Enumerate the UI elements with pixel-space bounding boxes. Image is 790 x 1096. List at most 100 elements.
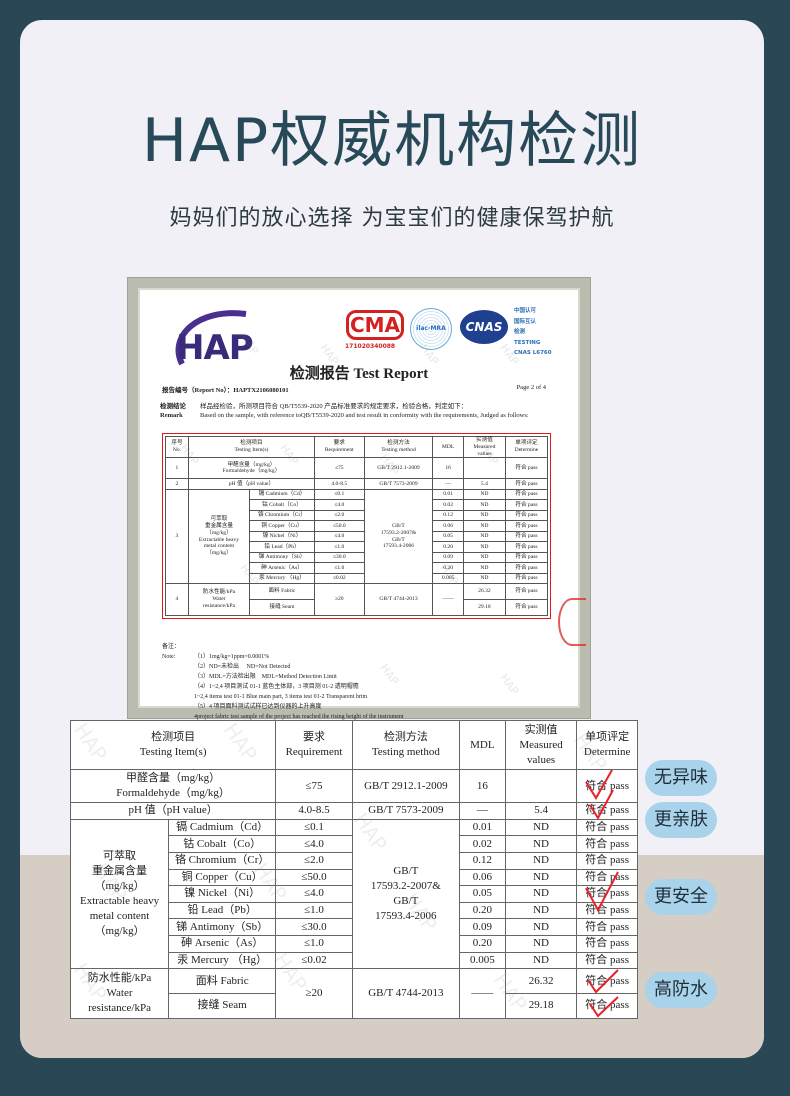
requirement-cell: ≤30.0	[275, 918, 353, 936]
requirement-cell: ≤2.0	[313, 509, 365, 522]
group-cell: 可萃取 重金属含量 （mg/kg） Extractable heavy meta…	[69, 818, 170, 970]
item-cell: 铬 Chromium（Cr）	[249, 509, 315, 522]
item-cell: 甲醛含量（mg/kg） Formaldehyde（mg/kg）	[69, 768, 277, 804]
certificate-results-table: 序号 No. 检测项目 Testing Item(s) 要求 Requirement…	[162, 433, 551, 619]
determine-cell: 符合 pass	[504, 457, 549, 480]
determine-cell: 符合 pass	[504, 520, 549, 532]
requirement-cell: ≤4.0	[313, 499, 365, 511]
determine-cell: 符合 pass	[504, 530, 549, 543]
page-number: Page 2 of 4	[516, 384, 546, 391]
method-cell: GB/T 7573-2009	[363, 478, 434, 490]
requirement-cell: ≤1.0	[275, 901, 353, 920]
item-cell: 铜 Copper（Cu）	[168, 868, 277, 887]
determine-cell: 符合 pass	[504, 488, 549, 501]
item-cell: 铜 Copper（Cu）	[249, 520, 315, 532]
table-row: 镍 Nickel（Ni） ≤4.0 0.05 ND 符合 pass	[71, 885, 638, 903]
measured-cell: ND	[462, 488, 506, 501]
header-item: 检测项目 Testing Item(s)	[187, 435, 315, 459]
mdl-cell: 0.12	[458, 851, 506, 870]
measured-cell: 26.32	[462, 583, 506, 601]
measured-cell: 29.18	[504, 993, 578, 1019]
item-cell: 镍 Nickel（Ni）	[168, 885, 277, 903]
measured-cell	[504, 768, 578, 804]
remark: 检测结论 样品经检验，所测项目符合 QB/T5539-2020 产品标准要求的规定…	[160, 403, 529, 419]
determine-cell: 符合 pass	[504, 551, 549, 564]
determine-cell: 符合 pass	[576, 934, 638, 953]
table-row: 钴 Cobalt（Co） ≤4.0 0.02 ND 符合 pass	[166, 499, 549, 511]
method-cell: GB/T 17593.2-2007& GB/T 17593.4-2006	[363, 488, 434, 585]
page-title: HAP权威机构检测	[141, 106, 643, 176]
report-title: 检测报告 Test Report	[289, 366, 429, 382]
requirement-cell: ≥20	[275, 968, 353, 1019]
item-cell: 钴 Cobalt（Co）	[249, 499, 315, 511]
requirement-cell: 4.0-8.5	[313, 478, 365, 490]
determine-cell: 符合 pass	[576, 968, 638, 995]
determine-cell: 符合 pass	[576, 885, 638, 903]
determine-cell: 符合 pass	[504, 572, 549, 585]
requirement-cell: ≤0.1	[275, 818, 353, 837]
table-header-row: 序号 No. 检测项目 Testing Item(s) 要求 Requirement…	[165, 435, 549, 459]
badge-odorless: 无异味	[645, 760, 717, 796]
mdl-cell: —	[458, 802, 506, 820]
group-cell: 可萃取 重金属含量 （mg/kg） Extractable heavy meta…	[187, 488, 251, 585]
determine-cell: 符合 pass	[504, 583, 549, 601]
badge-waterproof: 高防水	[645, 972, 717, 1008]
item-cell: 接缝 Seam	[249, 599, 315, 616]
row-no: 3	[165, 488, 189, 585]
measured-cell: ND	[462, 572, 506, 585]
requirement-cell: ≤75	[313, 457, 365, 480]
row-no: 2	[165, 478, 189, 490]
mdl-cell: 0.02	[432, 499, 464, 511]
item-cell: 铅 Lead（Pb）	[168, 901, 277, 920]
mdl-cell: 0.01	[458, 818, 506, 837]
item-cell: 镉 Cadmium（Cd）	[249, 488, 315, 501]
measured-cell: ND	[504, 951, 578, 970]
mdl-cell: 0.12	[432, 509, 464, 522]
header-determine: 单项评定 Determine	[576, 720, 638, 770]
red-seal-stamp	[558, 598, 586, 646]
requirement-cell: ≤0.1	[313, 488, 365, 501]
table-row: 铜 Copper（Cu） ≤50.0 0.06 ND 符合 pass	[71, 868, 638, 887]
mdl-cell: 0.05	[432, 530, 464, 543]
mdl-cell: 0.20	[458, 901, 506, 920]
measured-cell: 5.4	[504, 802, 578, 820]
item-cell: 铅 Lead（Pb）	[249, 541, 315, 553]
group-cell: 防水性能/kPa Water resistance/kPa	[69, 968, 170, 1019]
measured-cell: ND	[462, 530, 506, 543]
requirement-cell: ≤0.02	[313, 572, 365, 585]
requirement-cell: ≤50.0	[275, 868, 353, 887]
mdl-cell: ——	[458, 968, 506, 1019]
item-cell: 汞 Mercury （Hg）	[168, 951, 277, 970]
cnas-logo: CNAS	[460, 310, 508, 344]
measured-cell: ND	[504, 818, 578, 837]
determine-cell: 符合 pass	[576, 835, 638, 853]
item-cell: 镍 Nickel（Ni）	[249, 530, 315, 543]
requirement-cell: ≤30.0	[313, 551, 365, 564]
group-cell: 防水性能/kPa Water resistance/kPa	[187, 583, 251, 616]
measured-cell: ND	[462, 499, 506, 511]
requirement-cell: ≤0.02	[275, 951, 353, 970]
requirement-cell: ≥20	[313, 583, 365, 616]
item-cell: 甲醛含量（mg/kg） Formaldehyde（mg/kg）	[187, 457, 315, 480]
item-cell: 面料 Fabric	[249, 583, 315, 601]
table-row: 汞 Mercury （Hg） ≤0.02 0.005 ND 符合 pass	[71, 951, 638, 970]
test-report-certificate: HAP CMA 171020340088 ilac-MRA CNAS 中国认可 …	[128, 278, 590, 720]
determine-cell: 符合 pass	[576, 901, 638, 920]
cnas-caption: 中国认可 国际互认 检测 TESTING CNAS L6760	[514, 308, 552, 356]
table-row: 砷 Arsenic（As） ≤1.0 0.20 ND 符合 pass	[71, 934, 638, 953]
determine-cell: 符合 pass	[504, 562, 549, 574]
determine-cell: 符合 pass	[576, 918, 638, 936]
page-subtitle: 妈妈们的放心选择 为宝宝们的健康保驾护航	[169, 206, 615, 231]
table-row: 砷 Arsenic（As） ≤1.0 0.20 ND 符合 pass	[166, 562, 549, 574]
table-row: 镍 Nickel（Ni） ≤4.0 0.05 ND 符合 pass	[166, 530, 549, 543]
item-cell: 面料 Fabric	[168, 968, 277, 995]
requirement-cell: ≤75	[275, 768, 353, 804]
measured-cell: ND	[462, 551, 506, 564]
measured-cell: 26.32	[504, 968, 578, 995]
measured-cell: ND	[504, 835, 578, 853]
mdl-cell: 16	[432, 457, 464, 480]
badge-safer: 更安全	[645, 879, 717, 915]
measured-cell: 5.4	[462, 478, 506, 490]
header-method: 检测方法 Testing method	[363, 435, 434, 459]
report-number: 报告编号（Report No）：HAPTX2106080101	[162, 387, 289, 394]
